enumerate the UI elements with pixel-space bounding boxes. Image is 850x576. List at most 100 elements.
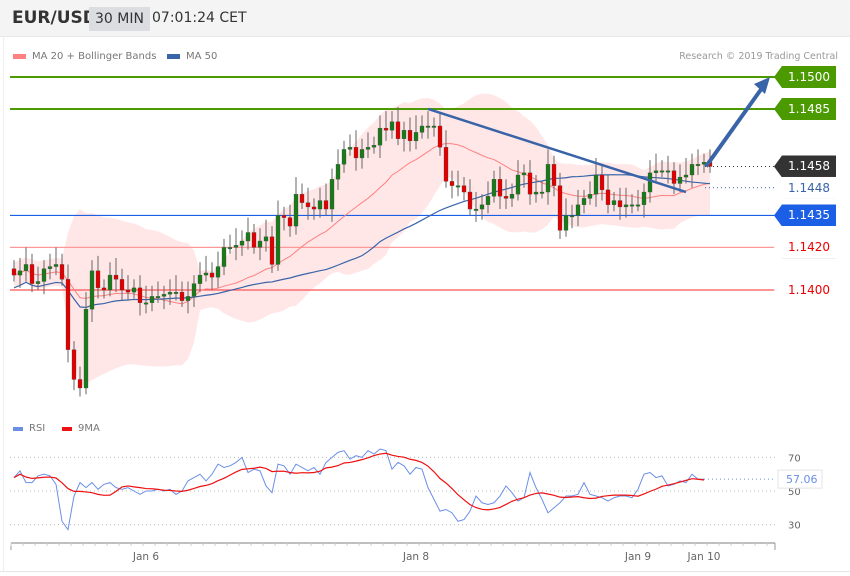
candle-body — [437, 125, 443, 148]
candle-body — [149, 296, 155, 303]
candle-body — [659, 170, 665, 173]
candle-body — [305, 202, 311, 208]
legend-9ma: 9MA — [62, 423, 100, 434]
time-tick-label: Jan 9 — [624, 551, 651, 563]
trend-line — [427, 107, 687, 194]
candle-body — [359, 149, 365, 159]
candle-body — [635, 204, 641, 207]
candle-body — [683, 174, 689, 178]
candle-body — [665, 170, 671, 173]
price-label-1.1485: 1.1485 — [774, 97, 836, 120]
rsi-tick-label: 70 — [788, 453, 801, 464]
candle-body — [371, 145, 377, 148]
price-label-1.1458: 1.1458 — [774, 155, 836, 178]
candle-body — [125, 289, 131, 293]
ma20-line — [13, 142, 711, 305]
candle-body — [623, 204, 629, 208]
candle-body — [431, 125, 437, 128]
rsi-tick-label: 50 — [788, 487, 801, 498]
price-label-1.1448: 1.1448 — [774, 176, 836, 199]
candle-body — [59, 264, 65, 280]
candle-body — [389, 121, 395, 131]
candle-body — [671, 170, 677, 184]
candle-body — [191, 283, 197, 297]
candle-body — [569, 215, 575, 218]
candle-body — [83, 309, 89, 389]
candle-body — [173, 291, 179, 294]
candle-body — [695, 164, 701, 166]
candle-body — [479, 204, 485, 210]
legend-9ma-label: 9MA — [78, 423, 100, 434]
rsi-last-badge — [777, 469, 823, 489]
legend-rsi: RSI — [13, 423, 45, 434]
candle-body — [131, 287, 137, 293]
candle-body — [167, 291, 173, 295]
candle-body — [281, 215, 287, 218]
bollinger-band — [14, 93, 710, 387]
candle-body — [17, 270, 23, 276]
candle-body — [53, 264, 59, 267]
rsi-line — [13, 448, 705, 531]
candle-body — [41, 268, 47, 282]
candle-body — [341, 149, 347, 165]
price-label-1.1435: 1.1435 — [774, 204, 836, 227]
candle-body — [521, 172, 527, 176]
candle-body — [35, 281, 41, 284]
candle-body — [233, 245, 239, 248]
candle-body — [119, 279, 125, 291]
candle-body — [365, 147, 371, 150]
candle-body — [353, 147, 359, 159]
candle-body — [647, 172, 653, 193]
candle-body — [77, 379, 83, 389]
candle-body — [293, 193, 299, 227]
candle-body — [401, 130, 407, 139]
candle-body — [425, 125, 431, 128]
legend-rsi-label: RSI — [29, 423, 46, 434]
candle-body — [209, 272, 215, 278]
candle-body — [407, 130, 413, 142]
candle-body — [107, 274, 113, 291]
candle-body — [197, 274, 203, 284]
candle-body — [95, 270, 101, 289]
candle-body — [257, 240, 263, 248]
candle-body — [545, 164, 551, 193]
candle-body — [497, 179, 503, 197]
candle-body — [677, 176, 683, 184]
candle-body — [377, 127, 383, 146]
rsi-last-value: 57.06 — [786, 473, 818, 486]
candle-body — [329, 179, 335, 210]
ma50-swatch-icon — [167, 54, 180, 59]
candle-body — [347, 147, 353, 150]
candle-body — [617, 200, 623, 208]
time-tick-label: Jan 10 — [687, 551, 721, 563]
rsi-tick-label: 30 — [788, 521, 801, 532]
candle-body — [557, 185, 563, 231]
candle-body — [185, 296, 191, 301]
candle-body — [221, 247, 227, 267]
candle-body — [299, 193, 305, 203]
candle-body — [611, 200, 617, 205]
timeframe-button[interactable]: 30 MIN — [89, 7, 150, 31]
candle-body — [263, 236, 269, 242]
candle-body — [335, 164, 341, 180]
legend-ma20-label: MA 20 + Bollinger Bands — [32, 51, 157, 62]
candle-body — [575, 204, 581, 216]
candle-body — [527, 172, 533, 195]
candle-body — [317, 200, 323, 210]
forecast-arrow-shaft — [704, 86, 764, 168]
candle-body — [491, 179, 497, 197]
rsi-9ma-line — [13, 452, 705, 511]
candle-body — [245, 232, 251, 242]
candle-body — [179, 291, 185, 301]
candle-body — [467, 191, 473, 210]
header-bar: EUR/USD 30 MIN 07:01:24 CET — [0, 0, 850, 37]
candle-body — [629, 204, 635, 207]
candle-body — [443, 147, 449, 182]
candle-body — [161, 294, 167, 297]
candle-body — [485, 196, 491, 205]
candle-body — [599, 174, 605, 191]
candle-body — [449, 181, 455, 186]
candle-body — [533, 191, 539, 195]
ma20-swatch-icon — [13, 54, 26, 59]
